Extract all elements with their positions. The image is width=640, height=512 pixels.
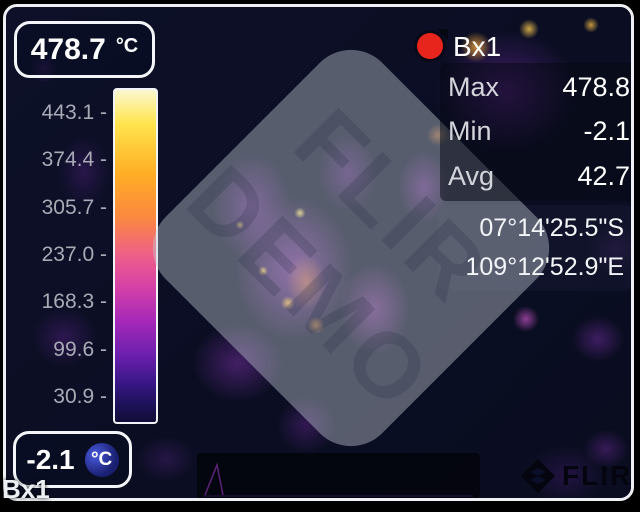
scale-tick: 305.7 - bbox=[41, 195, 107, 219]
scale-tick: 443.1 - bbox=[41, 101, 107, 124]
stat-label: Max bbox=[448, 71, 500, 102]
stat-value: 42.7 bbox=[577, 161, 630, 192]
temperature-scale-bar bbox=[113, 88, 158, 424]
flir-logo-text: FLIR bbox=[562, 460, 633, 491]
stat-row-avg: Avg 42.7 bbox=[448, 161, 630, 192]
stat-row-max: Max 478.8 bbox=[448, 72, 630, 103]
measurement-stats-panel: Max 478.8 Min -2.1 Avg 42.7 bbox=[440, 63, 631, 201]
gps-latitude: 07°14'25.5"S bbox=[479, 214, 624, 242]
min-temperature-readout: -2.1 °C bbox=[13, 431, 132, 488]
scale-tick: 168.3 - bbox=[41, 290, 107, 314]
scale-tick: 237.0 - bbox=[41, 242, 107, 266]
spot-marker-label: Bx1 bbox=[453, 31, 502, 62]
stat-label: Min bbox=[448, 116, 492, 147]
flir-logo-icon bbox=[521, 459, 555, 493]
spot-marker-icon[interactable] bbox=[417, 33, 443, 59]
stat-value: -2.1 bbox=[583, 116, 630, 147]
gps-panel bbox=[438, 205, 631, 291]
thermal-image-frame: 443.1 - 374.4 - 305.7 - 237.0 - 168.3 - … bbox=[3, 4, 634, 501]
scale-tick-labels: 443.1 - 374.4 - 305.7 - 237.0 - 168.3 - … bbox=[6, 101, 107, 409]
min-temperature-value: -2.1 bbox=[26, 443, 75, 475]
stat-label: Avg bbox=[448, 161, 495, 192]
stat-value: 478.8 bbox=[562, 71, 630, 102]
scale-tick: 30.9 - bbox=[53, 384, 107, 408]
celsius-unit: °C bbox=[115, 35, 139, 57]
max-temperature-readout: 478.7 °C bbox=[14, 21, 155, 78]
flir-logo: FLIR bbox=[520, 458, 633, 494]
stat-row-min: Min -2.1 bbox=[448, 116, 630, 147]
box-tool-corner-label: Bx1 bbox=[2, 474, 50, 504]
histogram-panel bbox=[197, 453, 480, 498]
gps-coordinates: 07°14'25.5"S 109°12'52.9"E bbox=[438, 209, 625, 287]
celsius-badge-icon: °C bbox=[84, 442, 119, 477]
scale-tick: 99.6 - bbox=[53, 337, 107, 361]
spot-marker-tail bbox=[437, 29, 448, 40]
histogram-trace bbox=[203, 462, 473, 497]
gps-longitude: 109°12'52.9"E bbox=[465, 253, 625, 281]
max-temperature-value: 478.7 bbox=[30, 32, 106, 66]
scale-tick: 374.4 - bbox=[41, 148, 107, 172]
